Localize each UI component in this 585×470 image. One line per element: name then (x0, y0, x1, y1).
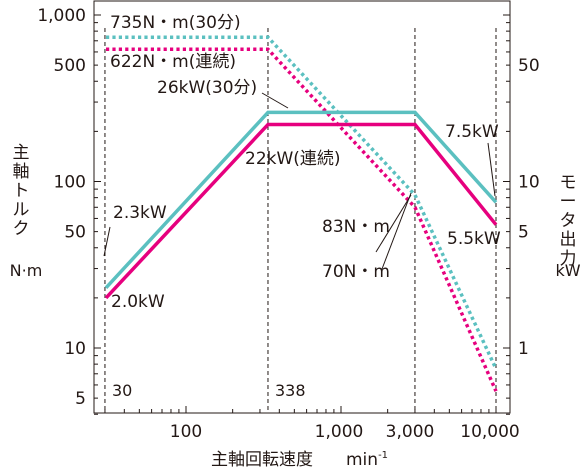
x-axis-unit-exponent: -1 (378, 450, 388, 461)
y-right-axis-unit: kW (555, 261, 580, 280)
series-power-cont (104, 122, 498, 300)
annotation-9: 70N・m (322, 262, 390, 282)
x-tick-label-1000: 1,000 (315, 422, 364, 442)
annotation-8: 83N・m (322, 217, 390, 237)
series-torque-30min (106, 35, 498, 370)
y-left-tick-label-500: 500 (54, 56, 86, 76)
y-right-axis-title-char: タ (560, 211, 577, 231)
annotation-7: 2.0kW (111, 292, 165, 312)
y-left-axis-unit: N·m (10, 261, 43, 280)
y-right-tick-label-50: 50 (518, 56, 540, 76)
leader-line-3 (375, 194, 412, 253)
y-right-axis-title-char: ー (560, 192, 577, 212)
annotation-0: 735N・m(30分) (110, 13, 241, 33)
y-left-axis-title-char: 主 (13, 143, 30, 163)
leader-line-1 (103, 226, 111, 257)
annotation-4: 7.5kW (445, 122, 499, 142)
vline-label-338: 338 (275, 381, 306, 400)
y-left-tick-label-50: 50 (64, 223, 86, 243)
y-right-tick-label-1: 1 (518, 339, 529, 359)
annotation-5: 5.5kW (447, 229, 501, 249)
leader-line-4 (381, 192, 412, 270)
annotation-6: 2.3kW (113, 203, 167, 223)
y-right-axis-title: モータ出力 (560, 173, 577, 269)
annotation-1: 622N・m(連続) (110, 52, 236, 72)
y-left-tick-label-1000: 1,000 (37, 6, 86, 26)
y-right-axis-title-char: 力 (560, 249, 577, 269)
y-left-tick-label-5: 5 (75, 389, 86, 409)
y-right-axis-title-char: 出 (560, 230, 577, 250)
leader-line-0 (261, 92, 289, 109)
series-power-30min (104, 110, 498, 289)
x-tick-label-3000: 3,000 (386, 422, 435, 442)
annotation-2: 26kW(30分) (157, 78, 257, 98)
x-tick-label-100: 100 (170, 422, 202, 442)
series-torque-cont (106, 47, 498, 392)
x-axis-title: 主軸回転速度 min-1 (211, 450, 388, 470)
y-left-axis-title-char: ク (13, 219, 30, 239)
annotation-3: 22kW(連続) (245, 149, 341, 169)
x-axis-title-text: 主軸回転速度 (211, 450, 313, 470)
leader-line-2 (487, 142, 496, 197)
y-left-tick-label-100: 100 (54, 173, 86, 193)
y-right-tick-label-5: 5 (518, 223, 529, 243)
x-axis-unit: min (346, 450, 378, 470)
y-right-axis-title-char: モ (560, 173, 577, 193)
y-left-tick-label-10: 10 (64, 339, 86, 359)
y-left-axis-title-char: ト (13, 181, 30, 201)
y-left-axis-title: 主軸トルク (13, 143, 30, 239)
x-tick-label-10000: 10,000 (460, 422, 519, 442)
y-right-tick-label-10: 10 (518, 173, 540, 193)
y-left-axis-title-char: 軸 (13, 162, 30, 182)
vline-label-30: 30 (112, 381, 132, 400)
y-left-axis-title-char: ル (13, 200, 30, 220)
